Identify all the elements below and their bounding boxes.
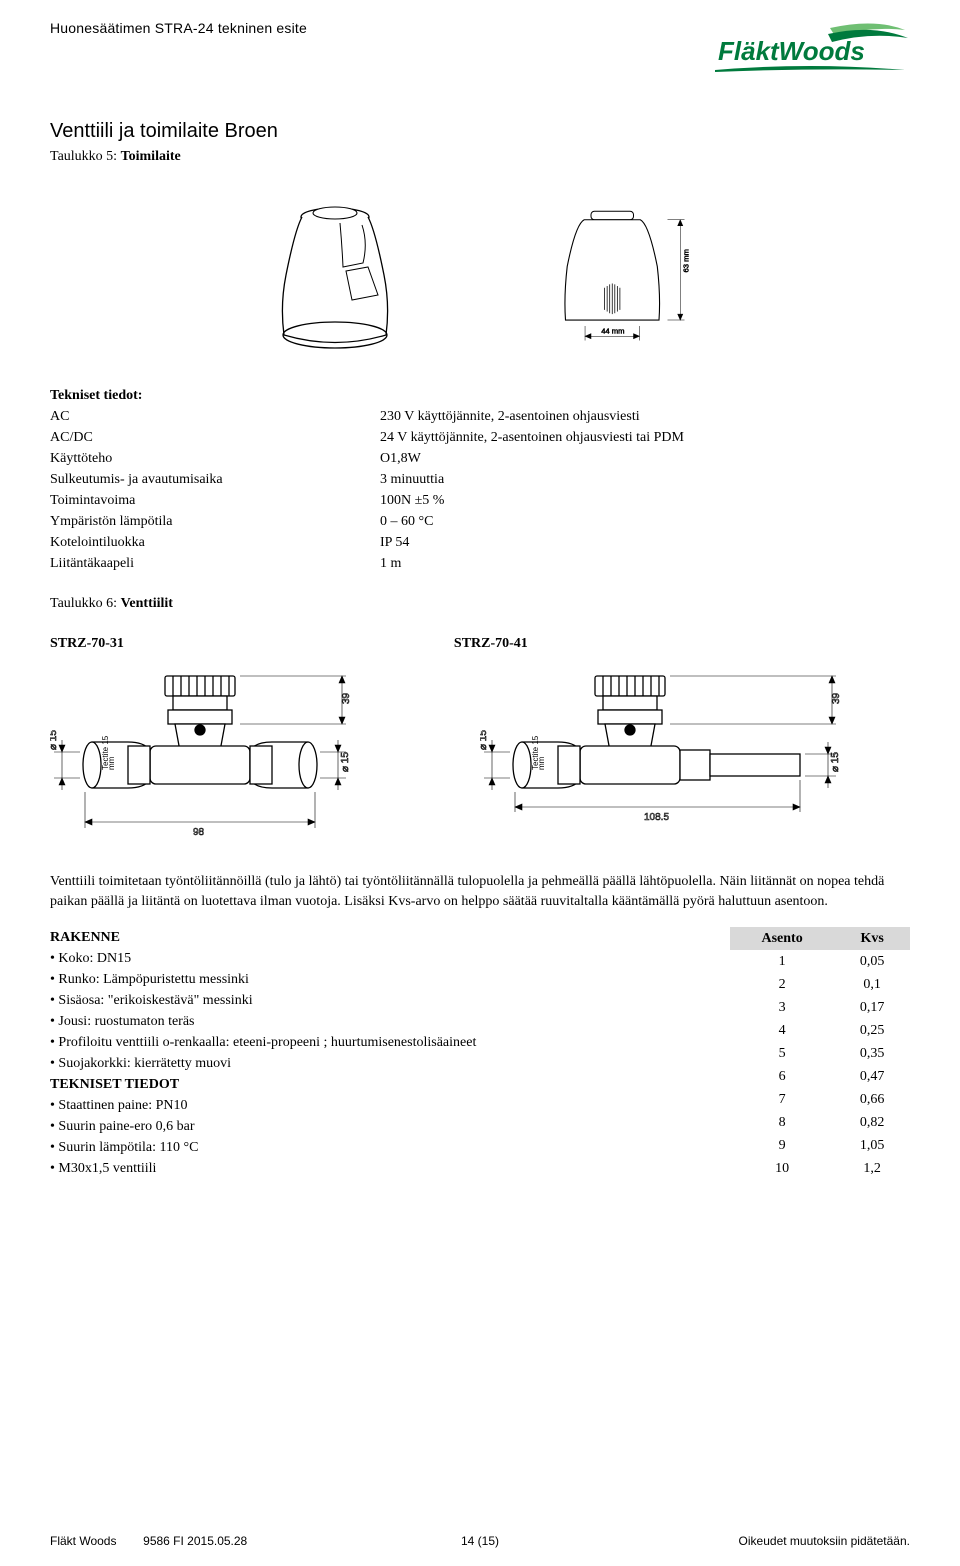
svg-text:108.5: 108.5: [644, 812, 669, 823]
spec-label: Liitäntäkaapeli: [50, 553, 380, 574]
kvs-value: 0,66: [834, 1088, 910, 1111]
tekniset-item: Suurin paine-ero 0,6 bar: [50, 1116, 650, 1137]
kvs-asento: 3: [730, 996, 834, 1019]
kvs-col-kvs: Kvs: [834, 927, 910, 950]
kvs-asento: 4: [730, 1019, 834, 1042]
kvs-value: 0,82: [834, 1111, 910, 1134]
rakenne-header: RAKENNE: [50, 927, 650, 948]
spec-label: Toimintavoima: [50, 490, 380, 511]
svg-text:⌀ 15: ⌀ 15: [830, 752, 841, 772]
table6-name: Venttiilit: [121, 596, 173, 611]
spec-value: IP 54: [380, 532, 910, 553]
footer-right: Oikeudet muutoksiin pidätetään.: [739, 1534, 910, 1548]
spec-label: Ympäristön lämpötila: [50, 511, 380, 532]
kvs-table: Asento Kvs 10,0520,130,1740,2550,3560,47…: [730, 927, 910, 1180]
kvs-asento: 1: [730, 950, 834, 973]
svg-text:mm: mm: [107, 756, 116, 770]
footer-mid: 9586 FI 2015.05.28: [143, 1534, 247, 1548]
table6-prefix: Taulukko 6:: [50, 596, 121, 611]
kvs-asento: 7: [730, 1088, 834, 1111]
page-title: Huonesäätimen STRA-24 tekninen esite: [50, 20, 307, 36]
kvs-value: 0,05: [834, 950, 910, 973]
table-row: 70,66: [730, 1088, 910, 1111]
valve-figure-b: Tectite 15 mm 39 ⌀ 15 ⌀ 15 108.5: [480, 672, 910, 842]
table5-prefix: Taulukko 5:: [50, 149, 121, 164]
spec-label: Sulkeutumis- ja avautumisaika: [50, 469, 380, 490]
spec-value: 100N ±5 %: [380, 490, 910, 511]
kvs-asento: 10: [730, 1157, 834, 1180]
dim-height: 63 mm: [682, 249, 691, 272]
valve-figure-a: Tectite 15 mm 39 ⌀ 15 ⌀ 15 98: [50, 672, 420, 842]
rakenne-item: Koko: DN15: [50, 948, 650, 969]
spec-value: 0 – 60 °C: [380, 511, 910, 532]
footer-page: 14 (15): [461, 1534, 499, 1548]
table5-label: Taulukko 5: Toimilaite: [50, 149, 910, 165]
rakenne-item: Suojakorkki: kierrätetty muovi: [50, 1053, 650, 1074]
section-title: Venttiili ja toimilaite Broen: [50, 120, 910, 143]
rakenne-item: Jousi: ruostumaton teräs: [50, 1011, 650, 1032]
tekniset-header: TEKNISET TIEDOT: [50, 1074, 650, 1095]
actuator-figure-front: 63 mm 44 mm: [540, 195, 710, 355]
valve-model-a: STRZ-70-31: [50, 636, 124, 652]
kvs-asento: 5: [730, 1042, 834, 1065]
kvs-col-asento: Asento: [730, 927, 834, 950]
svg-text:39: 39: [341, 692, 352, 704]
dim-width: 44 mm: [601, 327, 624, 336]
spec-label: Käyttöteho: [50, 448, 380, 469]
svg-text:⌀ 15: ⌀ 15: [50, 730, 59, 750]
kvs-value: 0,17: [834, 996, 910, 1019]
spec-value: 230 V käyttöjännite, 2-asentoinen ohjaus…: [380, 406, 910, 427]
table-row: 10,05: [730, 950, 910, 973]
spec-label: Kotelointiluokka: [50, 532, 380, 553]
specs-header: Tekniset tiedot:: [50, 385, 380, 406]
table-row: 20,1: [730, 973, 910, 996]
spec-label: AC/DC: [50, 427, 380, 448]
spec-value: O1,8W: [380, 448, 910, 469]
rakenne-item: Sisäosa: "erikoiskestävä" messinki: [50, 990, 650, 1011]
flaktwoods-logo: FläktWoods: [710, 20, 910, 80]
tekniset-item: Suurin lämpötila: 110 °C: [50, 1137, 650, 1158]
kvs-asento: 9: [730, 1134, 834, 1157]
table5-name: Toimilaite: [121, 149, 181, 164]
kvs-value: 1,05: [834, 1134, 910, 1157]
spec-value: 3 minuuttia: [380, 469, 910, 490]
footer-left: Fläkt Woods: [50, 1534, 116, 1548]
table-row: 80,82: [730, 1111, 910, 1134]
body-paragraph: Venttiili toimitetaan työntöliitännöillä…: [50, 872, 910, 911]
table6-label: Taulukko 6: Venttiilit: [50, 596, 910, 612]
table-row: 30,17: [730, 996, 910, 1019]
spec-value: 1 m: [380, 553, 910, 574]
valve-model-b: STRZ-70-41: [454, 636, 528, 652]
svg-text:⌀ 15: ⌀ 15: [480, 730, 489, 750]
table-row: 50,35: [730, 1042, 910, 1065]
svg-text:98: 98: [193, 827, 205, 838]
svg-text:⌀ 15: ⌀ 15: [340, 752, 351, 772]
spec-value: 24 V käyttöjännite, 2-asentoinen ohjausv…: [380, 427, 910, 448]
kvs-value: 0,35: [834, 1042, 910, 1065]
rakenne-item: Runko: Lämpöpuristettu messinki: [50, 969, 650, 990]
kvs-value: 0,25: [834, 1019, 910, 1042]
table-row: 60,47: [730, 1065, 910, 1088]
spec-label: AC: [50, 406, 380, 427]
kvs-asento: 8: [730, 1111, 834, 1134]
kvs-asento: 6: [730, 1065, 834, 1088]
kvs-value: 1,2: [834, 1157, 910, 1180]
table-row: 101,2: [730, 1157, 910, 1180]
kvs-value: 0,47: [834, 1065, 910, 1088]
table-row: 40,25: [730, 1019, 910, 1042]
tekniset-item: Staattinen paine: PN10: [50, 1095, 650, 1116]
rakenne-item: Profiloitu venttiili o-renkaalla: eteeni…: [50, 1032, 650, 1053]
svg-text:mm: mm: [537, 756, 546, 770]
actuator-figure-perspective: [250, 195, 420, 355]
svg-text:39: 39: [831, 692, 842, 704]
table-row: 91,05: [730, 1134, 910, 1157]
tekniset-item: M30x1,5 venttiili: [50, 1158, 650, 1179]
kvs-value: 0,1: [834, 973, 910, 996]
svg-text:FläktWoods: FläktWoods: [718, 36, 865, 66]
kvs-asento: 2: [730, 973, 834, 996]
